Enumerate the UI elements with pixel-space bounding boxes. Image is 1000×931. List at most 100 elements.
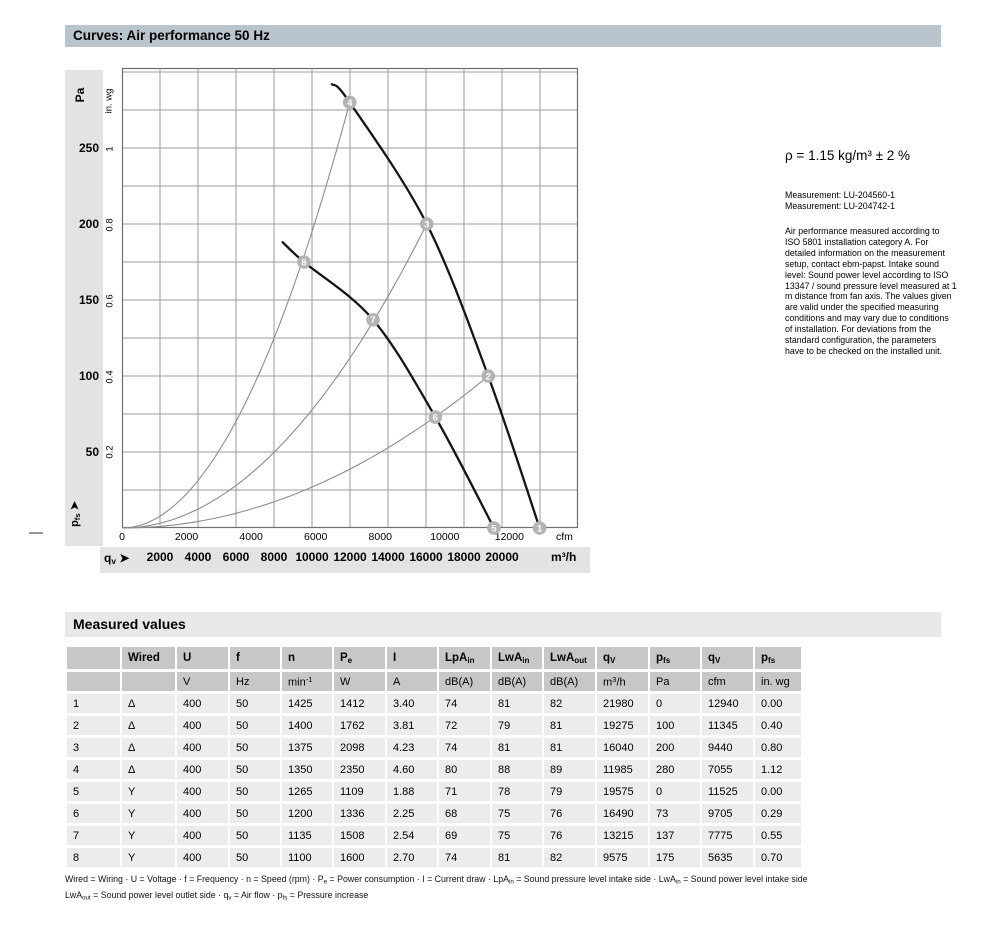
table-cell: Y: [122, 848, 175, 867]
system-resistance-curve-3: [121, 375, 489, 529]
table-cell: 2098: [334, 738, 385, 757]
table-cell: 80: [439, 760, 490, 779]
table-cell: 11985: [597, 760, 648, 779]
unit-header: dB(A): [492, 672, 542, 691]
table-cell: 74: [439, 848, 490, 867]
table-cell: 50: [230, 782, 280, 801]
inwg-tick-label: 1: [104, 146, 116, 153]
table-cell: 50: [230, 738, 280, 757]
table-cell: Δ: [122, 738, 175, 757]
measurement-ref-2: Measurement: LU-204742-1: [785, 201, 896, 211]
table-cell: 5: [67, 782, 120, 801]
measurement-note: Air performance measured according to IS…: [785, 226, 957, 356]
grid-lines: [122, 68, 578, 528]
table-cell: 137: [650, 826, 700, 845]
column-header: pfs: [650, 647, 700, 669]
cfm-axis-unit-label: cfm: [556, 531, 573, 543]
table-cell: 0.00: [755, 694, 801, 713]
table-cell: 78: [492, 782, 542, 801]
table-cell: 400: [177, 826, 228, 845]
table-cell: 400: [177, 738, 228, 757]
measurement-ref-1: Measurement: LU-204560-1: [785, 190, 896, 200]
cfm-tick-label: 2000: [174, 531, 199, 543]
curve-point-marker-8: 8: [297, 255, 311, 269]
inwg-tick-label: 0.4: [104, 369, 116, 384]
column-header: qV: [702, 647, 753, 669]
inwg-axis-unit-label: in. wg: [103, 88, 115, 114]
m3h-tick-label: 8000: [260, 550, 288, 564]
table-cell: 1100: [282, 848, 332, 867]
table-cell: 16040: [597, 738, 648, 757]
plot-border: [121, 67, 579, 529]
column-header: Pe: [334, 647, 385, 669]
table-cell: 400: [177, 782, 228, 801]
table-cell: 1412: [334, 694, 385, 713]
table-cell: 8: [67, 848, 120, 867]
table-cell: Δ: [122, 760, 175, 779]
table-cell: 1350: [282, 760, 332, 779]
curve-point-marker-2: 2: [481, 369, 496, 383]
m3h-tick-label: 4000: [184, 550, 212, 564]
table-cell: 6: [67, 804, 120, 823]
table-cell: 50: [230, 716, 280, 735]
table-cell: 1265: [282, 782, 332, 801]
table-cell: 1: [67, 694, 120, 713]
table-cell: 0.00: [755, 782, 801, 801]
column-header: [67, 647, 120, 669]
table-cell: 7: [67, 826, 120, 845]
table-cell: 0.29: [755, 804, 801, 823]
m3h-tick-label: 6000: [222, 550, 250, 564]
column-header: LpAin: [439, 647, 490, 669]
table-cell: 0.80: [755, 738, 801, 757]
table-cell: 400: [177, 760, 228, 779]
unit-header: Pa: [650, 672, 700, 691]
table-cell: 72: [439, 716, 490, 735]
cfm-tick-label: 10000: [430, 531, 460, 543]
table-cell: 89: [544, 760, 595, 779]
column-header: I: [387, 647, 437, 669]
pa-tick-label: 200: [78, 217, 99, 231]
fan-curve-delta-wiring: [330, 83, 541, 530]
table-cell: 76: [544, 804, 595, 823]
column-header: LwAin: [492, 647, 542, 669]
pfs-axis-label: pfs ➤: [69, 501, 82, 527]
table-cell: 13215: [597, 826, 648, 845]
table-cell: Δ: [122, 694, 175, 713]
table-row: 6 Y 400 50 1200 1336 2.25 68 75 76 16490 73 9705 0.29: [67, 804, 801, 823]
curve-point-marker-3: 3: [419, 217, 434, 231]
pa-tick-label: 250: [78, 141, 99, 155]
svg-text:7: 7: [370, 315, 375, 326]
m3h-tick-label: 20000: [485, 550, 519, 564]
svg-text:1: 1: [537, 523, 543, 534]
table-cell: 0.70: [755, 848, 801, 867]
table-cell: 3.40: [387, 694, 437, 713]
table-cell: 7775: [702, 826, 753, 845]
cfm-tick-label: 8000: [368, 531, 392, 543]
unit-header: [122, 672, 175, 691]
table-cell: 82: [544, 848, 595, 867]
section-title-curves: Curves: Air performance 50 Hz: [65, 25, 941, 47]
table-cell: 74: [439, 694, 490, 713]
table-cell: 81: [544, 716, 595, 735]
table-cell: 79: [492, 716, 542, 735]
table-cell: Y: [122, 804, 175, 823]
print-crop-mark: [29, 532, 43, 534]
table-row: 7 Y 400 50 1135 1508 2.54 69 75 76 13215 137 7775 0.5…: [67, 826, 801, 845]
cfm-tick-label: 0: [119, 531, 125, 543]
table-row: 5 Y 400 50 1265 1109 1.88 71 78 79 19575 0 11525 0.00: [67, 782, 801, 801]
table-cell: 400: [177, 716, 228, 735]
table-cell: 16490: [597, 804, 648, 823]
table-cell: 1.88: [387, 782, 437, 801]
curve-point-marker-4: 4: [342, 95, 357, 110]
unit-header: min-1: [282, 672, 332, 691]
table-cell: 100: [650, 716, 700, 735]
m3h-tick-label: 18000: [447, 550, 481, 564]
table-cell: 75: [492, 804, 542, 823]
pa-tick-label: 150: [78, 293, 99, 307]
table-row: 2 Δ 400 50 1400 1762 3.81 72 79 81 19275 100 11345 0.…: [67, 716, 801, 735]
cfm-tick-label: 12000: [494, 531, 524, 543]
unit-header: W: [334, 672, 385, 691]
